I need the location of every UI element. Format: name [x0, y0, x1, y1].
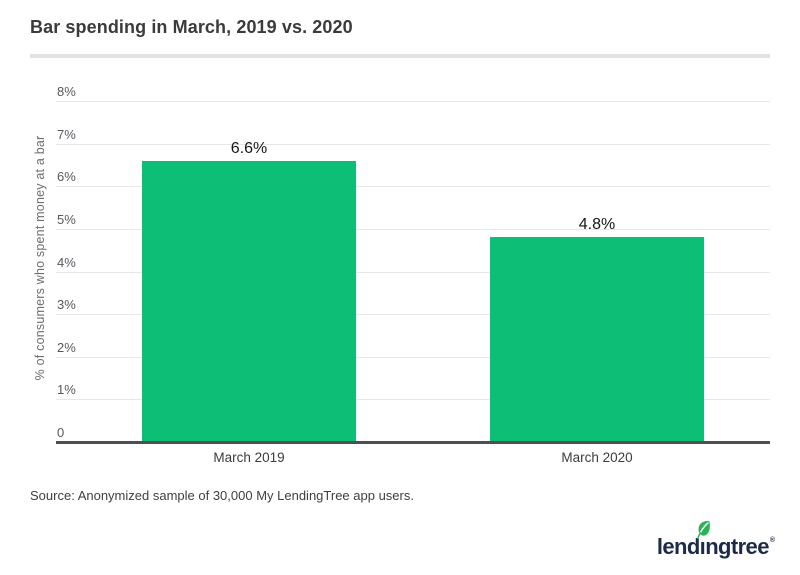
y-tick-label: 4%: [57, 255, 76, 270]
gridline: [56, 101, 770, 102]
y-tick-label: 6%: [57, 169, 76, 184]
registered-trademark: ®: [769, 537, 775, 544]
wordmark-dotless-i: ı: [699, 534, 706, 559]
bar-march-2019: [142, 161, 356, 442]
leaf-icon: [696, 521, 710, 539]
x-axis-line: [56, 441, 770, 444]
gridline: [56, 272, 770, 273]
wordmark-part-after: ngtree: [705, 534, 769, 559]
bar-value-label: 4.8%: [578, 216, 616, 233]
y-axis-title: % of consumers who spent money at a bar: [33, 135, 47, 381]
lendingtree-wordmark: lendı ngtree: [656, 521, 769, 559]
x-axis-label: March 2019: [213, 450, 285, 465]
x-axis-label: March 2020: [561, 450, 633, 465]
y-tick-label: 1%: [57, 382, 76, 397]
chart-title: Bar spending in March, 2019 vs. 2020: [30, 17, 353, 37]
y-tick-label: 7%: [57, 127, 76, 142]
gridline: [56, 186, 770, 187]
gridline: [56, 357, 770, 358]
bar-value-label: 6.6%: [230, 140, 268, 157]
y-tick-label: 5%: [57, 212, 76, 227]
gridline: [56, 399, 770, 400]
lendingtree-logo: lendı ngtree ®: [656, 521, 775, 559]
gridline: [56, 229, 770, 230]
wordmark-part-before: lend: [656, 534, 700, 559]
title-divider: [30, 54, 770, 58]
source-note: Source: Anonymized sample of 30,000 My L…: [30, 488, 414, 503]
wordmark-i: ı: [696, 521, 710, 559]
y-tick-label: 0: [57, 425, 65, 440]
gridline: [56, 144, 770, 145]
y-tick-label: 8%: [57, 84, 76, 99]
bar-march-2020: [490, 237, 704, 442]
y-tick-label: 2%: [57, 340, 76, 355]
gridline: [56, 314, 770, 315]
y-tick-label: 3%: [57, 297, 76, 312]
